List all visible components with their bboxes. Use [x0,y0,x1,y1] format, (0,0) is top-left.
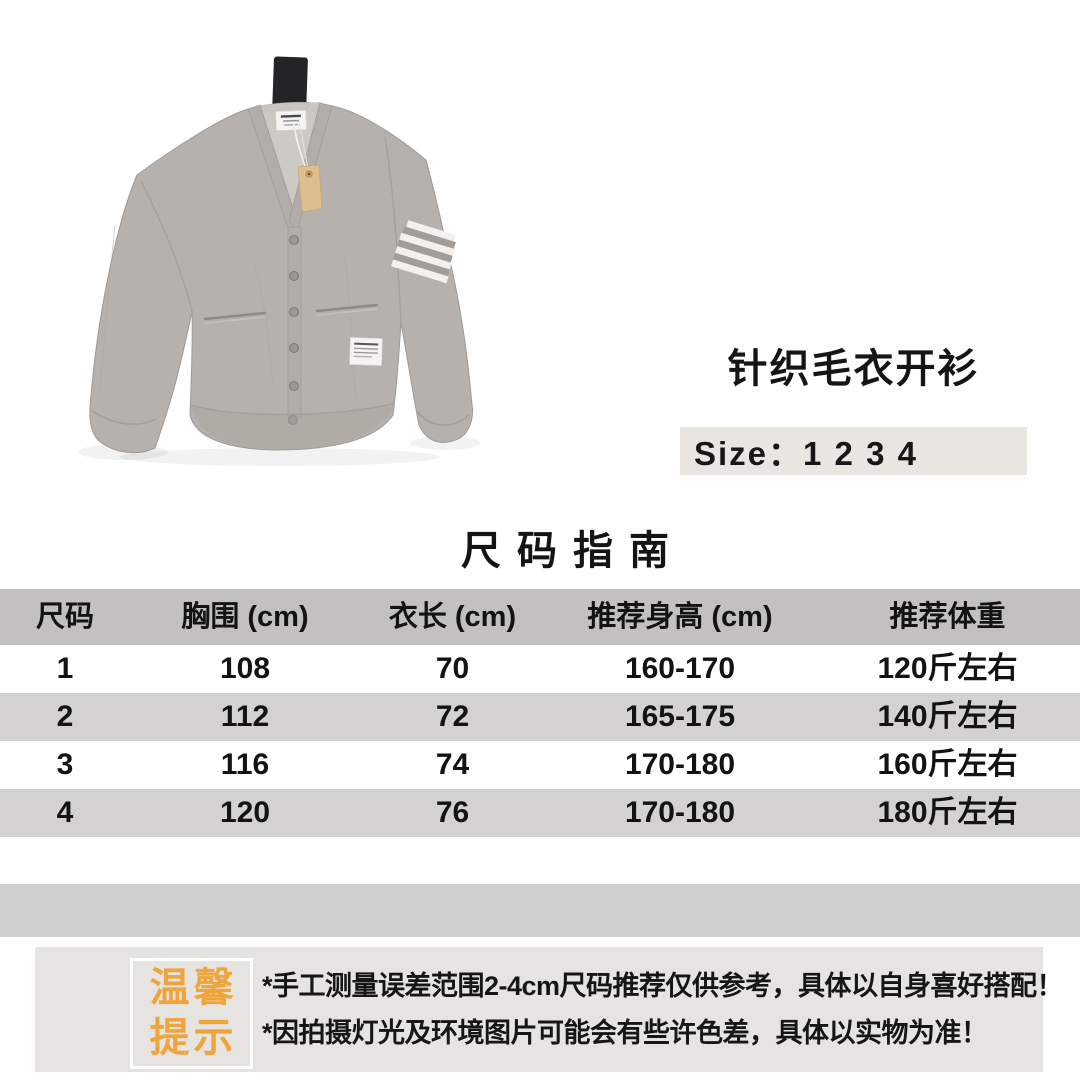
cardigan-graphic [89,101,474,454]
size-options-text: Size：1 2 3 4 [694,435,918,472]
header-cell-height: 推荐身高 (cm) [587,601,773,633]
table-cell: 160斤左右 [877,748,1018,781]
header-cell-weight: 推荐体重 [889,601,1006,633]
warm-tips-badge: 温馨 提示 [130,958,253,1069]
table-cell: 120斤左右 [877,652,1018,685]
collar-band [248,102,332,118]
notes-panel: 温馨 提示 *手工测量误差范围2-4cm尺码推荐仅供参考，具体以自身喜好搭配！ … [35,947,1064,1072]
collar-brand-label [275,110,307,131]
shadow [120,448,440,466]
badge-line: 温馨 [149,966,238,1010]
seam-line [384,136,402,324]
table-cell: 120 [219,796,271,829]
table-cell: 70 [435,652,470,685]
inner-back-panel [259,102,321,223]
table-cell: 3 [56,748,74,781]
header-cell-length: 衣长 (cm) [388,601,517,633]
divider-band [0,884,1080,937]
fold-line [254,264,274,388]
table-cell: 72 [435,700,470,733]
buttons [288,235,299,425]
table-cell: 74 [435,748,470,781]
table-cell: 165-175 [624,700,736,733]
four-bar-stripes-icon [391,220,457,284]
header-cell-chest: 胸围 (cm) [181,601,309,633]
table-cell: 2 [56,700,74,733]
note-line: *手工测量误差范围2-4cm尺码推荐仅供参考，具体以自身喜好搭配！ [262,971,1064,1001]
badge-line: 提示 [149,1016,238,1060]
note-line: *因拍摄灯光及环境图片可能会有些许色差，具体以实物为准！ [262,1018,988,1048]
table-cell: 116 [220,748,270,781]
table-cell: 108 [219,652,271,685]
table-cell: 140斤左右 [877,700,1018,733]
ribbing [91,402,470,450]
table-cell: 1 [56,652,74,685]
care-label [349,337,383,366]
header-cell-size: 尺码 [35,601,94,633]
shadow [410,436,480,450]
fold-line [344,254,356,398]
table-cell: 76 [435,796,470,829]
seam-line [140,180,193,312]
pockets [203,303,379,324]
table-row: 1 108 70 160-170 120斤左右 [0,645,1080,693]
table-cell: 180斤左右 [877,796,1018,829]
table-cell: 170-180 [624,748,736,781]
size-guide-table: 尺码 胸围 (cm) 衣长 (cm) 推荐身高 (cm) 推荐体重 1 108 … [0,589,1080,837]
table-cell: 4 [56,796,74,829]
fold-line [99,224,116,394]
table-header-row: 尺码 胸围 (cm) 衣长 (cm) 推荐身高 (cm) 推荐体重 [0,589,1080,645]
size-options-bar: Size：1 2 3 4 [680,427,1027,475]
table-row: 4 120 76 170-180 180斤左右 [0,789,1080,837]
product-title: 针织毛衣开衫 [727,347,980,391]
table-cell: 170-180 [624,796,736,829]
table-cell: 112 [220,700,270,733]
hang-tag-icon [293,121,323,213]
table-cell: 160-170 [624,652,736,685]
table-row: 3 116 74 170-180 160斤左右 [0,741,1080,789]
table-row: 2 112 72 165-175 140斤左右 [0,693,1080,741]
product-photo [78,56,480,466]
size-guide-heading: 尺码指南 [461,529,685,573]
notes-text: *手工测量误差范围2-4cm尺码推荐仅供参考，具体以自身喜好搭配！ *因拍摄灯光… [262,963,1064,1057]
